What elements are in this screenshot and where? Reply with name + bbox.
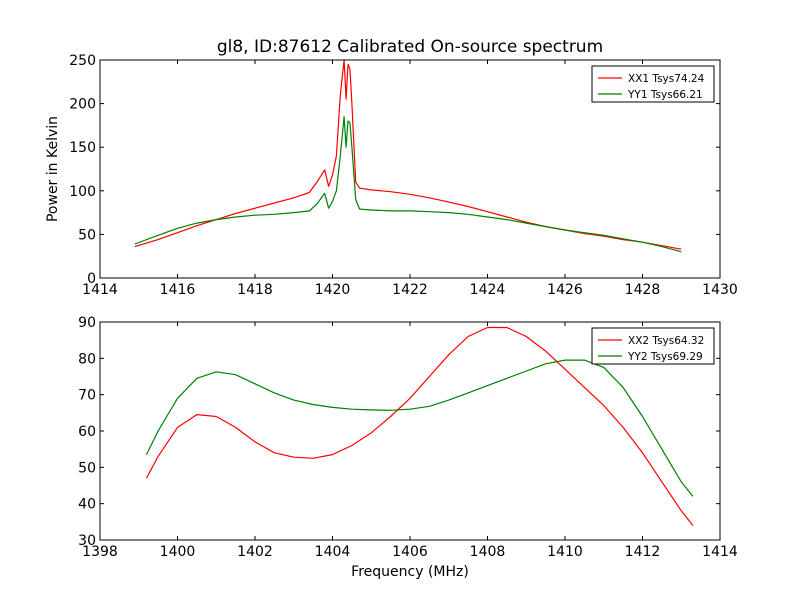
- plot2-y-tick-label: 50: [78, 460, 96, 476]
- plot2-x-tick-label: 1400: [160, 544, 196, 560]
- plot1-x-tick-label: 1422: [392, 282, 428, 298]
- plot1-series-line-2: [134, 116, 682, 253]
- plot2-x-tick-label: 1412: [625, 544, 661, 560]
- plot1-y-tick-label: 50: [78, 227, 96, 243]
- plot2-legend-label-1: XX2 Tsys64.32: [628, 335, 704, 347]
- plot2-y-tick-label: 90: [78, 315, 96, 331]
- plot2-y-tick-label: 70: [78, 388, 96, 404]
- plot2-x-tick-label: 1410: [547, 544, 583, 560]
- plot2-series-line-1: [145, 326, 694, 526]
- plot1-y-tick-label: 200: [69, 97, 96, 113]
- plot1-x-tick-label: 1414: [82, 282, 118, 298]
- plot2-x-tick-label: 1404: [315, 544, 351, 560]
- plot2-y-tick-label: 30: [78, 533, 96, 549]
- plot1-y-tick-label: 250: [69, 53, 96, 69]
- plot1-title: gl8, ID:87612 Calibrated On-source spect…: [217, 37, 603, 57]
- plot2-x-tick-label: 1402: [237, 544, 273, 560]
- plot1-x-tick-label: 1420: [315, 282, 351, 298]
- plot1-y-axis-label: Power in Kelvin: [45, 116, 61, 222]
- plot2-y-tick-label: 40: [78, 497, 96, 513]
- plot1-x-tick-label: 1428: [625, 282, 661, 298]
- plot1-x-tick-label: 1418: [237, 282, 273, 298]
- plot2-y-tick-label: 80: [78, 351, 96, 367]
- plot2-legend-box: [591, 327, 715, 365]
- plot2-y-tick-label: 60: [78, 424, 96, 440]
- plot1-x-tick-label: 1426: [547, 282, 583, 298]
- plot1-legend-label-2: YY1 Tsys66.21: [627, 89, 703, 101]
- plot2-x-tick-label: 1398: [82, 544, 118, 560]
- plot1-x-tick-label: 1430: [702, 282, 738, 298]
- plot2-x-tick-label: 1406: [392, 544, 428, 560]
- plot1-y-tick-label: 0: [87, 271, 96, 287]
- plot1-y-tick-label: 150: [69, 140, 96, 156]
- plot1-legend-label-1: XX1 Tsys74.24: [628, 73, 705, 85]
- plot2-series-line-2: [145, 359, 694, 497]
- plot2-legend-label-2: YY2 Tsys69.29: [627, 351, 703, 363]
- plot1-x-tick-label: 1424: [470, 282, 506, 298]
- plot1-x-tick-label: 1416: [160, 282, 196, 298]
- plot1-legend-box: [591, 65, 715, 103]
- plot2-x-tick-label: 1414: [702, 544, 738, 560]
- plot1-y-tick-label: 100: [69, 184, 96, 200]
- plot2-x-tick-label: 1408: [470, 544, 506, 560]
- plot2-x-axis-label: Frequency (MHz): [351, 564, 469, 580]
